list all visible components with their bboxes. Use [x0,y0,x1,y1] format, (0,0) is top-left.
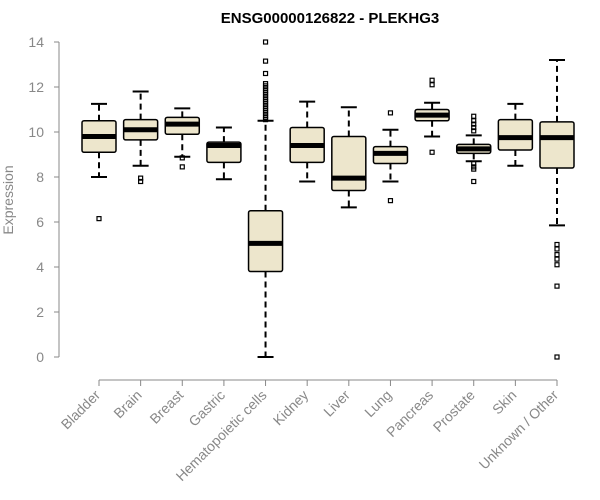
y-tick-label: 4 [36,259,44,275]
outlier-point [138,175,144,181]
y-tick-label: 14 [28,34,44,50]
outlier-point [387,110,394,116]
outlier-point [262,81,269,87]
outlier-point [429,82,435,88]
outlier-point [262,70,269,77]
box-6 [289,100,325,183]
x-tick-label: Bladder [58,387,104,433]
x-tick-label: Lung [361,387,394,420]
outlier-point [96,216,102,222]
outlier-point [471,128,477,134]
y-tick-label: 0 [36,349,44,365]
box-iqr [497,118,534,151]
outlier-point [471,124,477,131]
chart-title: ENSG00000126822 - PLEKHG3 [221,10,439,27]
outlier-point [554,262,560,268]
outlier-point [554,252,560,258]
x-tick-label: Prostate [430,387,478,435]
y-tick-label: 12 [28,79,44,95]
x-tick-label: Unknown / Other [476,387,562,473]
outlier-point [471,118,477,124]
box-1 [81,102,117,222]
x-tick-label: Brain [110,387,144,421]
box-7 [331,106,367,209]
outlier-point [471,178,477,185]
x-tick-label: Skin [489,387,520,418]
y-tick-label: 2 [36,304,44,320]
outlier-point [138,178,144,185]
box-8 [372,110,409,204]
box-iqr [331,135,367,192]
outlier-point [554,354,560,360]
outlier-point [429,77,435,83]
y-tick-label: 10 [28,124,44,140]
box-11 [497,102,534,167]
outlier-point [179,155,185,161]
outlier-point [179,164,185,170]
outlier-point [471,160,477,167]
box-iqr [539,121,575,169]
outlier-point [554,256,560,262]
outlier-point [554,246,560,252]
box-10 [455,113,492,185]
box-12 [539,59,575,360]
outlier-point [262,39,269,45]
outlier-point [471,113,477,119]
outlier-point [387,198,394,204]
box-5 [247,39,284,358]
outlier-point [262,58,269,64]
box-9 [414,77,450,155]
x-tick-label: Breast [146,387,186,427]
outlier-point [429,149,435,155]
y-tick-label: 8 [36,169,44,185]
outlier-point [554,241,560,248]
outlier-point [471,121,477,127]
y-tick-label: 6 [36,214,44,230]
box-2 [122,90,159,185]
y-axis-label: Expression [0,165,16,234]
x-tick-label: Liver [320,387,353,420]
x-tick-label: Kidney [270,387,312,429]
boxes [81,39,575,360]
axes: 0 2 4 6 8 10 12 14 [28,34,558,386]
box-3 [164,107,201,170]
outlier-point [471,164,477,170]
outlier-point [554,283,560,289]
box-4 [206,126,242,181]
